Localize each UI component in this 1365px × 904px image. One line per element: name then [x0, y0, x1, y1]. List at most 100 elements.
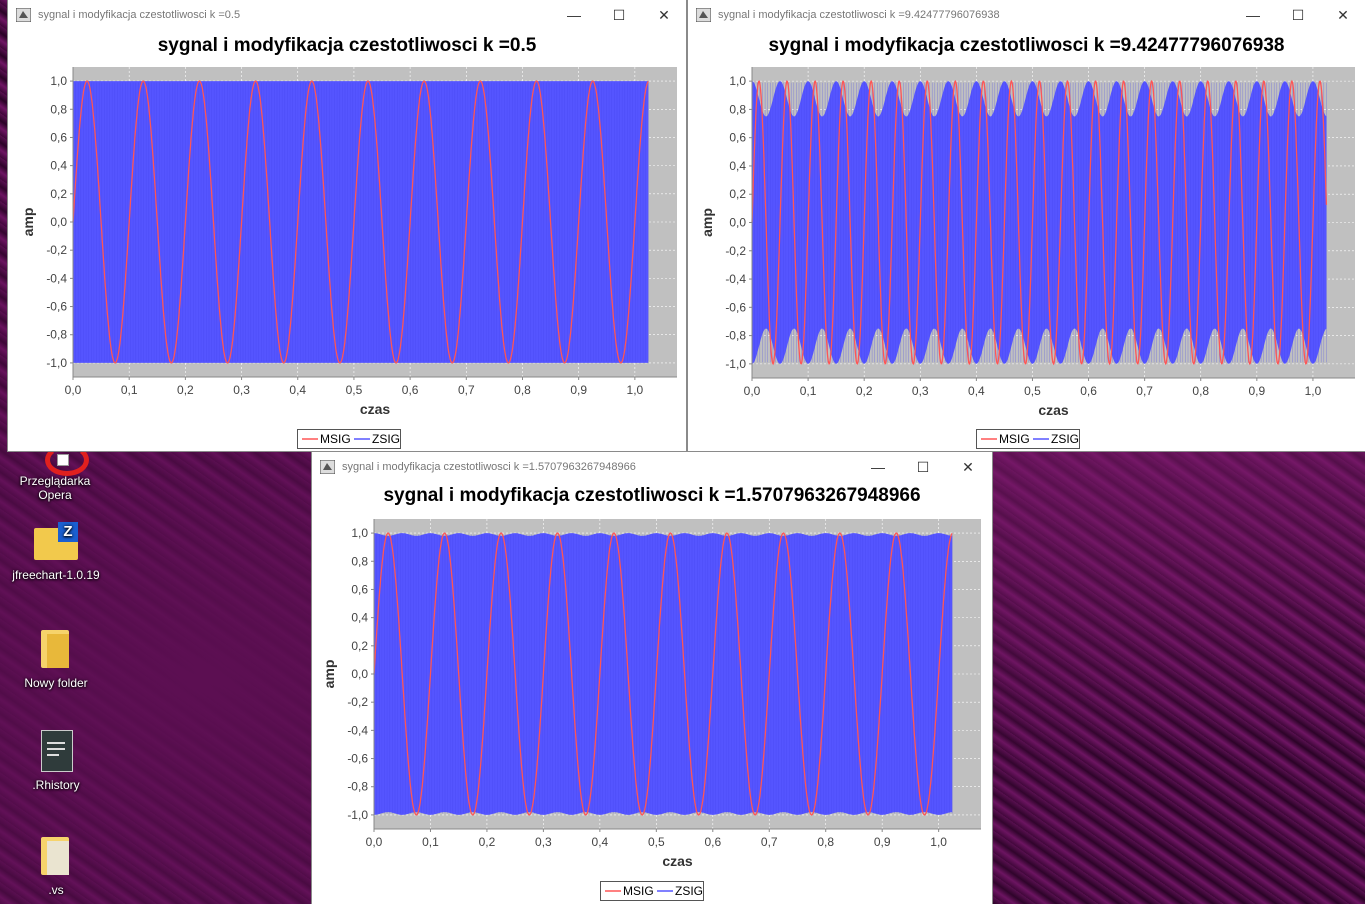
legend-label-zsig: ZSIG	[675, 884, 703, 898]
x-tick-label: 0,4	[968, 384, 985, 398]
java-app-icon	[16, 8, 31, 22]
zip-folder-icon: Z	[32, 520, 80, 562]
title-bar[interactable]: sygnal i modyfikacja czestotliwosci k =9…	[688, 0, 1365, 31]
series-msig-line	[373, 532, 953, 816]
close-button[interactable]: ✕	[658, 7, 670, 23]
x-tick-label: 0,7	[761, 835, 778, 849]
x-tick-label: 0,8	[1192, 384, 1209, 398]
desktop-icon-label: jfreechart-1.0.19	[12, 568, 100, 582]
y-tick-label: 0,4	[729, 159, 746, 173]
x-tick-label: 0,7	[458, 383, 475, 397]
desktop-icon-opera[interactable]: Przeglądarka Opera	[10, 444, 100, 502]
y-tick-label: 0,2	[351, 639, 368, 653]
minimize-button[interactable]: —	[1246, 7, 1260, 23]
desktop-icon-vs[interactable]: .vs	[11, 835, 101, 897]
y-tick-label: -0,6	[46, 300, 67, 314]
x-tick-label: 0,2	[177, 383, 194, 397]
chart-legend: MSIG ZSIG	[600, 881, 704, 901]
x-axis-label: czas	[662, 853, 693, 869]
y-tick-label: 0,8	[351, 554, 368, 568]
close-button[interactable]: ✕	[1337, 7, 1349, 23]
y-tick-label: 0,0	[351, 667, 368, 681]
y-tick-label: 1,0	[351, 526, 368, 540]
x-tick-label: 0,0	[744, 384, 761, 398]
x-tick-label: 0,1	[422, 835, 439, 849]
close-button[interactable]: ✕	[962, 459, 974, 475]
x-tick-label: 0,9	[1248, 384, 1265, 398]
x-tick-label: 0,9	[570, 383, 587, 397]
x-tick-label: 0,5	[1024, 384, 1041, 398]
y-tick-label: 0,8	[50, 102, 67, 116]
y-tick-label: -0,4	[347, 723, 368, 737]
chart-legend: MSIG ZSIG	[976, 429, 1080, 449]
chart: 1,0 0,8 0,6 0,4 0,2 0,0 -0,2 -0,4 -0,6 -0,8 -1,0 0,…	[699, 67, 1355, 418]
y-axis-label: amp	[699, 208, 715, 237]
window-title: sygnal i modyfikacja czestotliwosci k =0…	[38, 9, 241, 21]
java-app-icon	[696, 8, 711, 22]
chart-window-2: sygnal i modyfikacja czestotliwosci k =9…	[688, 0, 1365, 451]
window-title: sygnal i modyfikacja czestotliwosci k =1…	[342, 461, 636, 473]
x-tick-label: 0,1	[800, 384, 817, 398]
chart-title: sygnal i modyfikacja czestotliwosci k =1…	[383, 485, 921, 506]
x-tick-label: 0,2	[479, 835, 496, 849]
desktop-icon-label: .Rhistory	[32, 778, 80, 792]
x-tick-label: 0,0	[366, 835, 383, 849]
legend-label-zsig: ZSIG	[1051, 432, 1079, 446]
chart: 1,0 0,8 0,6 0,4 0,2 0,0 -0,2 -0,4 -0,6 -0,8 -1,0 0,…	[321, 519, 981, 869]
x-tick-label: 0,5	[346, 383, 363, 397]
title-bar[interactable]: sygnal i modyfikacja czestotliwosci k =0…	[8, 0, 686, 31]
y-tick-label: 0,6	[351, 582, 368, 596]
x-tick-label: 0,3	[535, 835, 552, 849]
x-tick-label: 0,1	[121, 383, 138, 397]
y-tick-label: -0,8	[725, 329, 746, 343]
legend-graphic: MSIG ZSIG	[302, 432, 400, 446]
x-tick-label: 0,4	[592, 835, 609, 849]
y-tick-label: -0,6	[347, 752, 368, 766]
y-tick-label: -0,6	[725, 300, 746, 314]
y-tick-label: -0,8	[46, 328, 67, 342]
x-tick-label: 0,0	[65, 383, 82, 397]
y-axis-label: amp	[20, 208, 36, 237]
x-tick-label: 0,5	[648, 835, 665, 849]
x-tick-label: 0,6	[402, 383, 419, 397]
maximize-button[interactable]: ☐	[1291, 7, 1305, 23]
x-tick-label: 0,6	[1080, 384, 1097, 398]
x-axis-label: czas	[1038, 402, 1069, 418]
y-tick-label: 0,2	[729, 187, 746, 201]
y-tick-label: -1,0	[347, 808, 368, 822]
y-tick-label: -1,0	[725, 357, 746, 371]
opera-icon	[35, 444, 89, 476]
desktop-icon-nowy-folder[interactable]: Nowy folder	[11, 628, 101, 690]
legend-label-zsig: ZSIG	[372, 432, 400, 446]
chart-title: sygnal i modyfikacja czestotliwosci k =0…	[157, 35, 537, 56]
x-tick-label: 1,0	[627, 383, 644, 397]
y-tick-label: 0,2	[50, 187, 67, 201]
legend-graphic: MSIG ZSIG	[981, 432, 1079, 446]
y-tick-label: 1,0	[50, 74, 67, 88]
desktop-icon-rhistory[interactable]: .Rhistory	[11, 730, 101, 792]
folder-icon	[41, 628, 71, 670]
x-tick-label: 0,3	[233, 383, 250, 397]
series-msig-line	[751, 79, 1328, 366]
window-title: sygnal i modyfikacja czestotliwosci k =9…	[718, 9, 1000, 21]
x-tick-label: 0,6	[704, 835, 721, 849]
desktop-icon-label: Nowy folder	[24, 676, 88, 690]
minimize-button[interactable]: —	[871, 459, 885, 475]
x-axis-label: czas	[360, 401, 391, 417]
title-bar[interactable]: sygnal i modyfikacja czestotliwosci k =1…	[312, 452, 992, 483]
maximize-button[interactable]: ☐	[916, 459, 930, 475]
minimize-button[interactable]: —	[567, 7, 581, 23]
x-tick-label: 0,8	[514, 383, 531, 397]
x-tick-label: 0,2	[856, 384, 873, 398]
y-tick-label: 0,0	[729, 216, 746, 230]
folder-icon	[41, 835, 71, 877]
desktop-icon-label: Przeglądarka Opera	[19, 474, 91, 502]
maximize-button[interactable]: ☐	[612, 7, 626, 23]
desktop-icon-jfreechart[interactable]: Z jfreechart-1.0.19	[11, 520, 101, 582]
legend-graphic: MSIG ZSIG	[605, 884, 703, 898]
y-tick-label: 0,4	[351, 611, 368, 625]
y-tick-label: 0,6	[50, 130, 67, 144]
y-tick-label: -1,0	[46, 356, 67, 370]
y-tick-label: 0,0	[50, 215, 67, 229]
series-zsig-lines	[751, 82, 1327, 363]
